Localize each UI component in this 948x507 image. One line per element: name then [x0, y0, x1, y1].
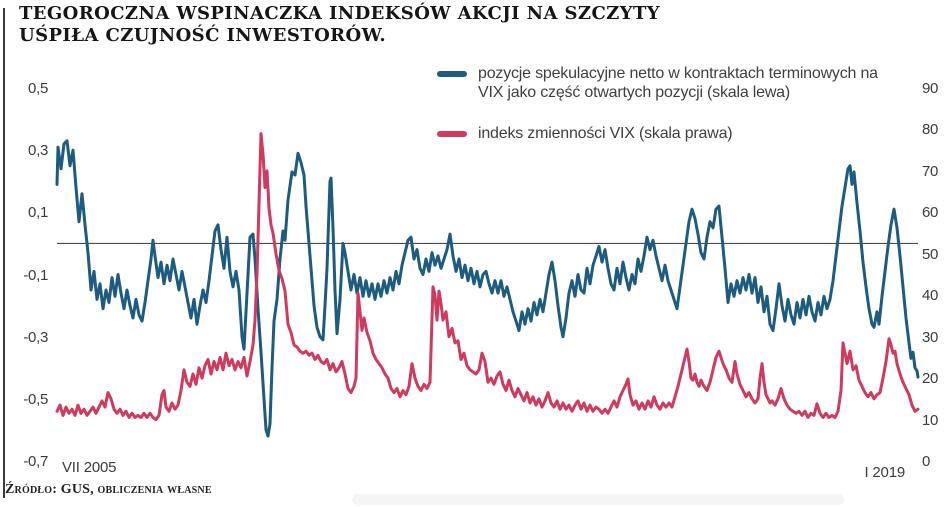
left-axis-tick: -0,1 [23, 266, 48, 284]
right-axis-tick: 70 [922, 162, 939, 180]
right-axis-tick: 0 [922, 453, 931, 470]
left-axis-tick: 0,3 [28, 142, 48, 160]
legend-item-net-positions: pozycje spekulacyjne netto w kontraktach… [437, 64, 878, 102]
right-axis-tick: 30 [922, 328, 939, 346]
right-axis-tick: 60 [922, 204, 939, 222]
chart-title: Tegoroczna wspinaczka indeksów akcji na … [19, 3, 661, 46]
source-note: Źródło: GUS, obliczenia własne [5, 482, 212, 497]
x-axis-label-start: VII 2005 [62, 459, 117, 476]
left-axis-tick: 0,1 [28, 204, 48, 222]
series-line-net_positions [55, 139, 920, 438]
right-axis-tick: 40 [922, 287, 939, 305]
legend-swatch-net-positions [437, 71, 467, 77]
left-edge-rule [3, 8, 5, 498]
legend-swatch-vix [437, 131, 467, 137]
left-axis-tick: 0,5 [28, 80, 48, 97]
series-line-vix [55, 132, 920, 422]
right-axis-tick: 90 [922, 80, 939, 97]
right-axis-tick: 50 [922, 245, 939, 263]
x-axis-label-end: I 2019 [864, 464, 905, 481]
legend-item-vix: indeks zmienności VIX (skala prawa) [437, 124, 878, 143]
legend-label-net-positions: pozycje spekulacyjne netto w kontraktach… [478, 65, 878, 101]
right-axis-tick: 10 [922, 411, 939, 429]
left-axis-tick: -0,3 [23, 328, 48, 346]
left-axis-tick: -0,7 [23, 453, 48, 470]
footer-shadow-strip [352, 494, 844, 505]
left-axis-tick: -0,5 [23, 390, 48, 408]
legend-label-vix: indeks zmienności VIX (skala prawa) [478, 125, 733, 142]
right-axis-tick: 80 [922, 121, 939, 139]
right-axis-tick: 20 [922, 370, 939, 388]
